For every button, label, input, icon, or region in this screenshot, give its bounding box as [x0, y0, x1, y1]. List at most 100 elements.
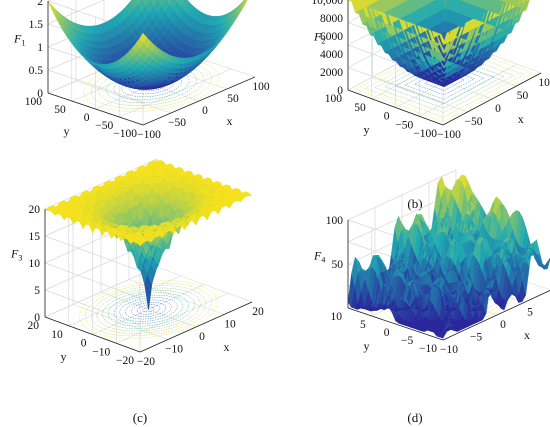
x-tick-label: −20: [137, 356, 155, 368]
x-axis-line: [442, 72, 542, 126]
tick-labels: −20 −10 0 10 20 20 10 0 −10 −20 0 5 10 15 20: [28, 204, 265, 368]
contour-ring: [96, 287, 201, 332]
y-tick-label: 20: [28, 320, 40, 332]
surface-facet: [176, 0, 179, 3]
y-axis-line: [44, 316, 141, 353]
surface-facet: [525, 0, 529, 2]
x-tick-label: −100: [437, 129, 461, 141]
z-tick-label: 0: [34, 312, 40, 324]
y-tick-label: 0: [384, 111, 390, 123]
z-axis-label: F1: [13, 31, 25, 47]
x-tick-label: 20: [252, 306, 264, 318]
x-axis-line: [142, 76, 256, 126]
y-tick-label: 50: [354, 102, 366, 114]
chart-panel-b: −100−50050100100500−50−10002000400060008…: [275, 0, 550, 213]
x-tick-label: 5: [527, 307, 533, 319]
axes: [347, 220, 550, 341]
y-axis-line: [347, 89, 444, 126]
surface-facet: [242, 0, 248, 8]
surface-facet: [166, 0, 173, 5]
y-tick-label: 5: [360, 319, 366, 331]
y-tick-label: 100: [325, 93, 343, 105]
y-tick-label: 0: [81, 338, 87, 350]
chart-panel-a: −100−50050100100500−50−10000.511.52×104x…: [0, 0, 275, 213]
y-axis-label: y: [64, 124, 70, 138]
axes: [347, 0, 542, 126]
z-tick-label: 15: [29, 231, 41, 243]
x-tick-label: 0: [202, 105, 208, 117]
surface-plot-b: −100−50050100100500−50−10002000400060008…: [311, 0, 550, 211]
contour-ring: [130, 302, 167, 317]
x-tick-label: −50: [168, 117, 186, 129]
x-tick-label: −5: [470, 332, 482, 344]
z-tick-label: 100: [326, 215, 344, 227]
y-tick-label: 0: [384, 327, 390, 339]
y-tick-label: 50: [54, 104, 66, 116]
z-tick-label: 20: [29, 204, 41, 216]
surface-facet: [243, 0, 247, 5]
y-tick-label: −10: [92, 346, 110, 358]
x-tick-label: 100: [538, 77, 550, 89]
x-tick-label: 0: [495, 103, 501, 115]
contour-ring: [136, 304, 161, 315]
contour-ring: [119, 297, 178, 322]
y-tick-label: 10: [331, 311, 343, 323]
x-tick-label: 10: [224, 319, 236, 331]
axes: [44, 209, 253, 353]
surface-facet: [500, 0, 505, 3]
contour-ring: [79, 280, 218, 339]
z-tick-label: 0: [37, 88, 43, 100]
floor-contours: [79, 280, 218, 339]
contour-ring: [84, 282, 213, 337]
tick-labels: −100−50050100100500−50−10002000400060008…: [311, 0, 550, 141]
z-tick-label: 50: [332, 259, 344, 271]
chart-panel-c: −20 −10 0 10 20 20 10 0 −10 −20 0 5 10 15 20 x y F3 (c): [0, 158, 275, 427]
z-axis-label: F3: [10, 247, 22, 263]
surface-plot-c: −20 −10 0 10 20 20 10 0 −10 −20 0 5 10 15 20 x y F3 (c): [10, 158, 264, 425]
z-tick-label: 1.5: [29, 19, 44, 31]
x-tick-label: −10: [165, 344, 183, 356]
surface-facet: [460, 0, 465, 2]
surface-mesh: [47, 0, 248, 90]
contour-ring: [102, 290, 195, 329]
x-tick-label: −50: [465, 116, 483, 128]
y-axis-line: [47, 92, 144, 126]
surface-facet: [474, 0, 481, 8]
y-tick-label: 10: [51, 329, 63, 341]
contour-ring: [90, 285, 207, 334]
y-axis-label: y: [364, 123, 370, 137]
surface-facet: [503, 0, 509, 4]
contour-ring: [142, 306, 155, 313]
y-tick-label: −50: [95, 120, 113, 132]
z-tick-label: 0: [337, 85, 343, 97]
x-axis-label: x: [518, 112, 524, 126]
surface-mesh: [347, 174, 550, 339]
surface-mesh: [44, 159, 253, 310]
x-tick-label: 100: [252, 81, 270, 93]
y-tick-label: −100: [413, 128, 437, 140]
contour-ring: [83, 58, 220, 112]
z-tick-label: 10: [29, 258, 41, 270]
surface-plot-a: −100−50050100100500−50−10000.511.52×104x…: [13, 0, 270, 211]
y-tick-label: −20: [116, 355, 134, 367]
x-axis-label: x: [226, 114, 232, 128]
surface-facet: [244, 192, 253, 197]
surface-facet: [463, 0, 469, 4]
x-axis-label: x: [223, 340, 229, 354]
z-tick-label: 0.5: [29, 65, 44, 77]
y-tick-label: −50: [395, 119, 413, 131]
contour-ring: [107, 292, 190, 327]
surface-facet: [525, 0, 530, 10]
surface-facet: [239, 0, 246, 9]
axes: [47, 1, 256, 126]
surface-facet: [543, 257, 550, 270]
contour-ring: [91, 61, 212, 109]
x-tick-label: 0: [199, 331, 205, 343]
y-axis-label: y: [61, 350, 67, 364]
panel-caption: (d): [407, 410, 422, 425]
y-tick-label: 100: [25, 96, 43, 108]
y-axis-label: y: [364, 339, 370, 353]
